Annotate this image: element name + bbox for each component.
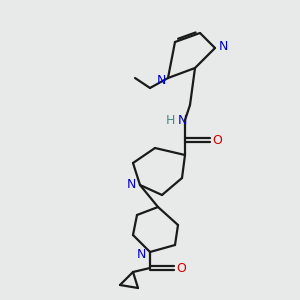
Text: N: N xyxy=(156,74,166,86)
Text: N: N xyxy=(136,248,146,262)
Text: N: N xyxy=(177,113,187,127)
Text: N: N xyxy=(218,40,228,52)
Text: O: O xyxy=(176,262,186,275)
Text: N: N xyxy=(126,178,136,191)
Text: O: O xyxy=(212,134,222,146)
Text: H: H xyxy=(165,113,175,127)
